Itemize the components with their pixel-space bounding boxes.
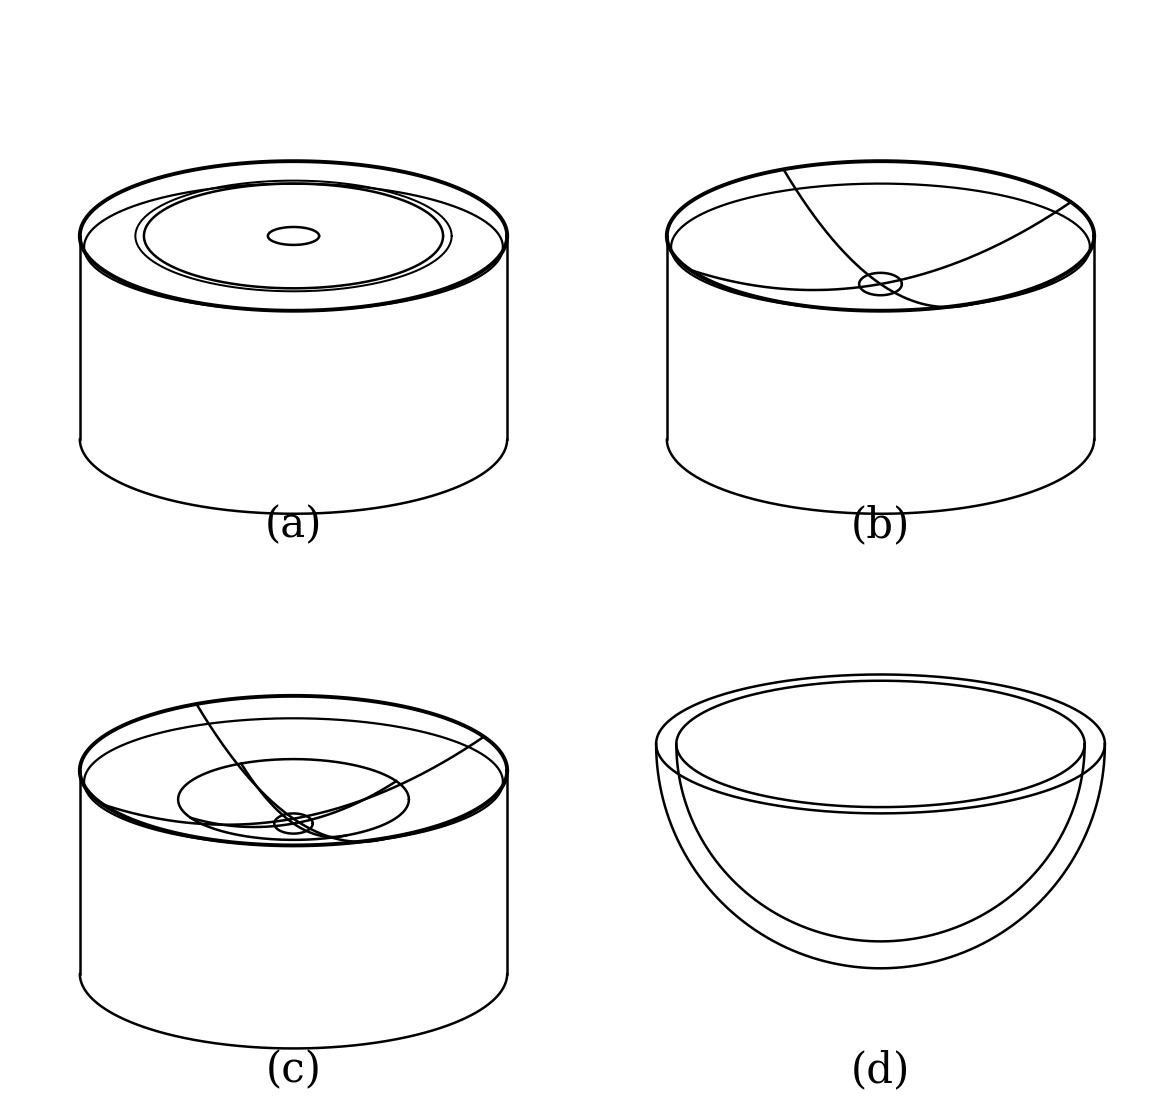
Text: (a): (a): [265, 504, 322, 545]
Text: (b): (b): [851, 504, 910, 545]
Text: (c): (c): [265, 1050, 322, 1091]
Text: (d): (d): [851, 1050, 910, 1091]
